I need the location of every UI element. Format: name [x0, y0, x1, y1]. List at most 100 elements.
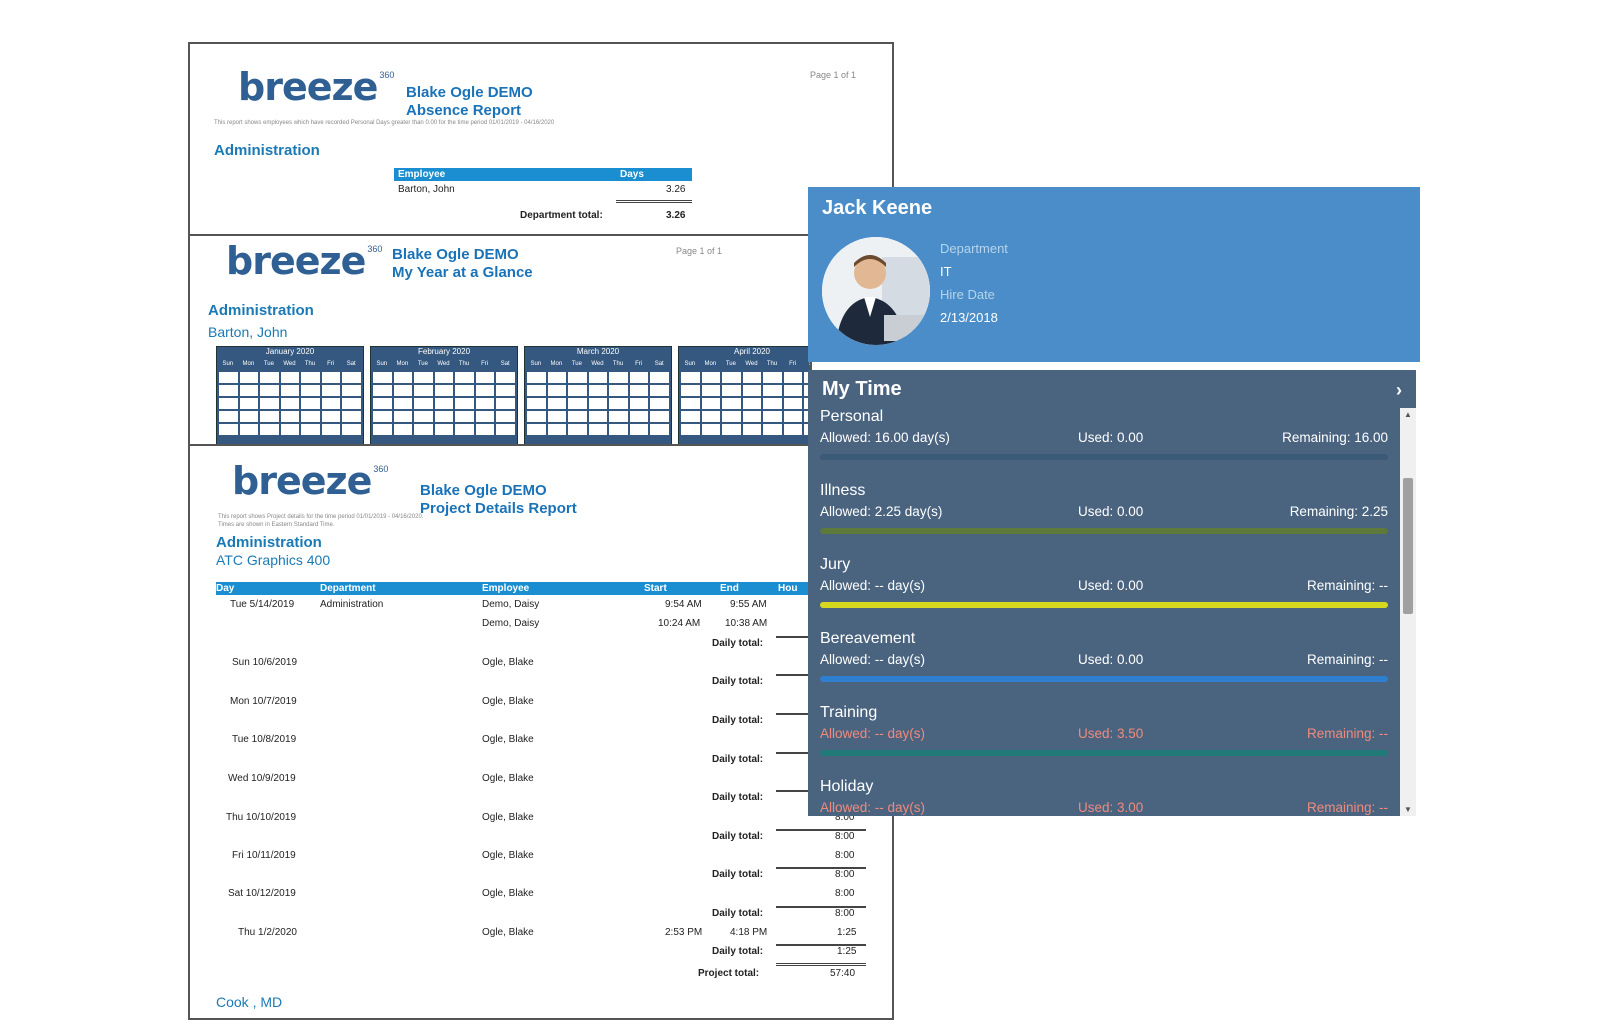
table-cell: Mon 10/7/2019	[230, 696, 297, 707]
calendar-day	[373, 385, 392, 396]
calendar-day	[373, 411, 392, 422]
calendar-day	[763, 411, 782, 422]
hours-cell: 8:00	[835, 831, 855, 842]
hours-cell: 8:00	[835, 908, 855, 919]
remaining-value: Remaining: 16.00	[1282, 430, 1388, 445]
calendar-day	[455, 385, 474, 396]
calendar-day	[681, 424, 700, 435]
scrollbar-thumb[interactable]	[1403, 478, 1413, 614]
department-total-value: 3.26	[666, 210, 686, 221]
weekday-header: Thu	[455, 359, 474, 370]
calendar-day	[629, 411, 649, 422]
time-off-item[interactable]: Bereavement Allowed: -- day(s) Used: 0.00 R…	[808, 630, 1400, 704]
calendar-day	[804, 411, 810, 422]
page-number: Page 1 of 1	[676, 246, 723, 256]
time-off-list: Personal Allowed: 16.00 day(s) Used: 0.00 R…	[808, 408, 1400, 816]
calendar-day	[763, 372, 782, 383]
weekday-header: Fri	[629, 359, 649, 370]
my-time-title: My Time	[822, 378, 902, 400]
department-heading: Administration	[214, 142, 320, 159]
calendar-day	[650, 424, 669, 435]
allowed-value: Allowed: -- day(s)	[820, 800, 926, 815]
weekday-header: Mon	[547, 359, 567, 370]
allowed-value: Allowed: -- day(s)	[820, 578, 926, 593]
calendar-day	[342, 411, 361, 422]
calendar-day	[701, 372, 721, 383]
balance-bar	[820, 454, 1388, 460]
calendar-day	[722, 372, 741, 383]
table-cell: Ogle, Blake	[482, 888, 534, 899]
calendar-day	[547, 385, 567, 396]
allowed-value: Allowed: -- day(s)	[820, 726, 926, 741]
calendar-day	[527, 411, 546, 422]
calendar-day	[434, 372, 454, 383]
calendar-day	[260, 385, 279, 396]
calendar-day	[239, 385, 259, 396]
weekday-header: Thu	[301, 359, 320, 370]
table-cell: 9:54 AM	[665, 599, 702, 610]
daily-total-label: Daily total:	[712, 715, 764, 726]
total-rule	[776, 906, 866, 908]
report-description: This report shows Project details for th…	[218, 514, 424, 520]
calendar-day	[722, 424, 741, 435]
calendar-day	[239, 398, 259, 409]
calendar-day	[393, 411, 413, 422]
calendar-day	[742, 398, 762, 409]
department-value: IT	[940, 264, 952, 279]
weekday-header: Mon	[393, 359, 413, 370]
calendar-day	[342, 385, 361, 396]
scrollbar[interactable]: ▲ ▼	[1400, 408, 1416, 816]
calendar-day	[393, 424, 413, 435]
hours-cell: 8:00	[835, 869, 855, 880]
calendar-day	[301, 398, 320, 409]
employee-name: Jack Keene	[822, 197, 933, 219]
calendar-day	[239, 411, 259, 422]
report-note: Times are shown in Eastern Standard Time…	[218, 522, 335, 528]
project-total-value: 57:40	[830, 968, 856, 979]
calendar-day	[321, 411, 341, 422]
calendar-day	[455, 398, 474, 409]
table-cell: Ogle, Blake	[482, 812, 534, 823]
calendar-day	[496, 411, 515, 422]
time-off-item[interactable]: Illness Allowed: 2.25 day(s) Used: 0.00 Rem…	[808, 482, 1400, 556]
calendar-day	[722, 385, 741, 396]
scroll-down-icon[interactable]: ▼	[1404, 805, 1412, 814]
calendar-day	[742, 372, 762, 383]
calendar-day	[588, 424, 608, 435]
month-calendar: March 2020 Sun Mon Tue Wed Thu Fri Sat	[524, 346, 672, 444]
calendar-day	[496, 424, 515, 435]
calendar-day	[434, 411, 454, 422]
month-title: March 2020	[576, 347, 620, 356]
scroll-up-icon[interactable]: ▲	[1404, 410, 1412, 419]
report-description: This report shows employees which have r…	[214, 120, 555, 126]
chevron-right-icon[interactable]: ›	[1396, 380, 1402, 400]
calendar-day	[527, 424, 546, 435]
calendar-day	[783, 411, 803, 422]
time-off-item[interactable]: Training Allowed: -- day(s) Used: 3.50 Rema…	[808, 704, 1400, 778]
table-cell: Wed 10/9/2019	[228, 773, 296, 784]
time-off-item[interactable]: Holiday Allowed: -- day(s) Used: 3.00 Remai…	[808, 778, 1400, 816]
calendar-day	[393, 385, 413, 396]
hours-cell: 8:00	[835, 888, 855, 899]
breeze-logo: breeze 360	[238, 65, 395, 109]
daily-total-label: Daily total:	[712, 831, 764, 842]
time-off-item[interactable]: Personal Allowed: 16.00 day(s) Used: 0.00 R…	[808, 408, 1400, 482]
project-heading: ATC Graphics 400	[216, 552, 331, 568]
calendar-day	[609, 398, 628, 409]
calendar-day	[588, 398, 608, 409]
time-off-item[interactable]: Jury Allowed: -- day(s) Used: 0.00 Remainin…	[808, 556, 1400, 630]
calendar-day	[547, 424, 567, 435]
calendar-day	[568, 385, 587, 396]
calendar-day	[373, 398, 392, 409]
calendar-day	[280, 385, 300, 396]
calendar-day	[681, 385, 700, 396]
calendar-day	[783, 398, 803, 409]
calendar-day	[629, 424, 649, 435]
project-details-report: breeze 360 Blake Ogle DEMO Project Details…	[188, 440, 894, 1020]
my-time-panel: My Time › Personal Allowed: 16.00 day(s) U…	[808, 370, 1416, 816]
calendar-day	[434, 398, 454, 409]
table-cell: Sat 10/12/2019	[228, 888, 296, 899]
calendar-day	[414, 398, 433, 409]
balance-bar-fill	[820, 750, 1388, 756]
calendar-day	[609, 385, 628, 396]
